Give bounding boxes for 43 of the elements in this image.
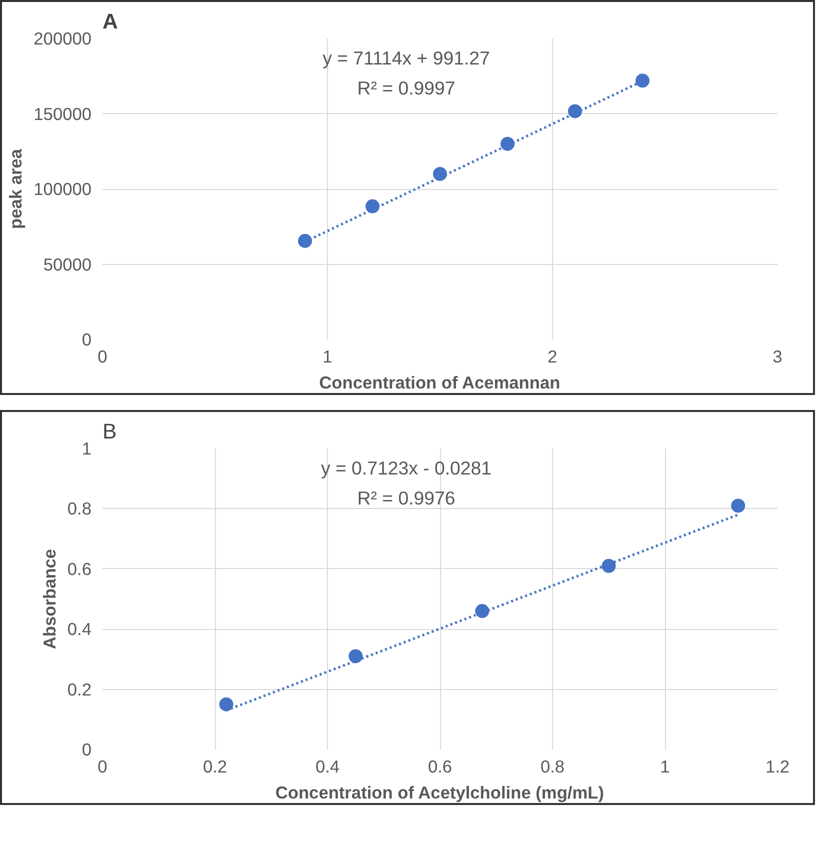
x-tick-label: 0.8: [540, 756, 565, 776]
y-tick-label: 0: [82, 330, 92, 350]
y-tick-label: 150000: [34, 104, 92, 124]
point: [602, 558, 616, 573]
x-tick-label: 0.2: [202, 756, 228, 776]
point: [475, 604, 490, 618]
chart-title: A: [102, 10, 118, 34]
y-tick-label: 50000: [43, 254, 92, 274]
y-tick-label: 100000: [34, 179, 92, 199]
point: [636, 74, 650, 88]
y-axis-title: Absorbance: [39, 548, 60, 650]
point: [366, 199, 380, 214]
x-tick-label: 1: [660, 756, 670, 776]
point: [298, 234, 312, 248]
x-tick-label: 0: [98, 756, 108, 776]
x-tick-label: 2: [548, 346, 558, 366]
chart-title: B: [102, 420, 117, 444]
y-tick-label: 0.6: [67, 558, 92, 579]
x-axis-title: Concentration of Acemannan: [319, 372, 560, 392]
y-tick-label: 0.8: [67, 498, 92, 519]
point: [500, 136, 514, 151]
annotation: y = 71114x + 991.27: [322, 48, 490, 68]
y-tick-label: 1: [82, 438, 92, 458]
y-tick-label: 200000: [34, 28, 92, 48]
point: [433, 166, 447, 181]
x-tick-label: 3: [772, 346, 782, 366]
x-tick-label: 0.6: [428, 756, 452, 776]
annotation: R² = 0.9997: [357, 78, 456, 98]
annotation: R² = 0.9976: [357, 488, 456, 508]
x-tick-label: 0.4: [315, 756, 340, 776]
x-axis-title: Concentration of Acetylcholine (mg/mL): [275, 782, 604, 802]
point: [731, 498, 746, 513]
point: [219, 697, 234, 712]
y-tick-label: 0.2: [67, 679, 92, 700]
x-tick-label: 0: [98, 346, 108, 366]
y-axis-title: peak area: [6, 148, 26, 229]
point: [568, 104, 582, 118]
annotation: y = 0.7123x - 0.0281: [320, 458, 492, 478]
y-tick-label: 0.4: [67, 619, 92, 640]
y-tick-label: 0: [82, 740, 92, 760]
x-tick-label: 1: [322, 346, 332, 366]
point: [348, 649, 363, 664]
x-tick-label: 1.2: [765, 756, 790, 776]
